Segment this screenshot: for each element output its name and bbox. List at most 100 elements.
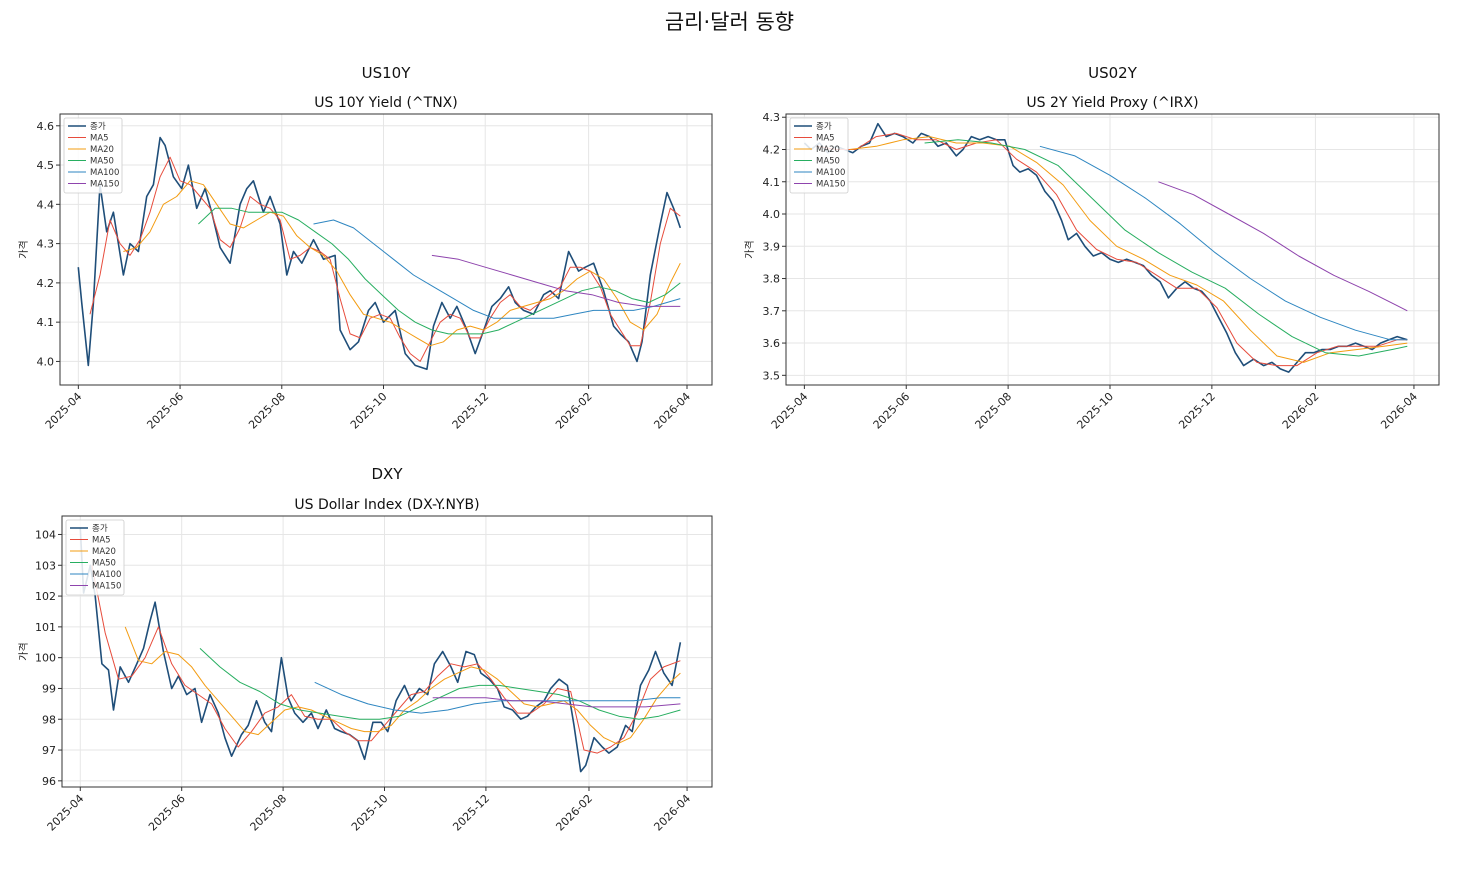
legend-box: [65, 519, 125, 596]
y-tick-label: 3.9: [763, 240, 781, 253]
x-tick-label: 2025-08: [246, 390, 288, 432]
series-line-ma150: [431, 254, 681, 307]
series-line-close: [79, 528, 682, 773]
y-tick-label: 103: [35, 559, 56, 572]
chart-title: US 10Y Yield (^TNX): [314, 95, 457, 111]
y-tick-label: 98: [42, 713, 56, 726]
x-tick-label: 2026-02: [553, 390, 595, 432]
legend-label: MA20: [816, 145, 840, 155]
x-tick-label: 2025-06: [146, 792, 188, 834]
legend-box: [63, 117, 123, 194]
y-tick-label: 4.2: [763, 143, 781, 156]
y-tick-label: 3.5: [763, 369, 781, 382]
legend-label: 종가: [816, 122, 832, 132]
legend-label: MA50: [816, 157, 840, 167]
plot-frame: [59, 113, 713, 386]
y-tick-label: 102: [35, 590, 56, 603]
y-tick-label: 104: [35, 528, 56, 541]
x-tick-label: 2025-12: [450, 792, 492, 834]
y-tick-label: 4.0: [37, 355, 55, 368]
series-line-ma5: [89, 156, 681, 362]
y-axis-label: 가격: [17, 240, 30, 258]
series-line-ma150: [432, 697, 681, 708]
y-tick-label: 96: [42, 775, 56, 788]
y-tick-label: 100: [35, 652, 56, 665]
x-tick-label: 2026-02: [553, 792, 595, 834]
x-tick-label: 2026-04: [651, 390, 693, 432]
y-tick-label: 4.4: [37, 198, 55, 211]
series-line-ma20: [123, 180, 681, 347]
plot-frame: [61, 515, 713, 788]
x-tick-label: 2025-10: [348, 390, 390, 432]
series-line-ma50: [198, 207, 681, 335]
y-tick-label: 4.3: [763, 111, 781, 124]
chart-2: US02Y US 2Y Yield Proxy (^IRX) 3.5 3.6 3.7 3.…: [743, 64, 1440, 432]
legend-label: MA150: [92, 582, 121, 592]
chart-suptitle: US10Y: [362, 64, 412, 82]
y-axis-label: 가격: [17, 642, 30, 660]
chart-1: US10Y US 10Y Yield (^TNX) 4.0 4.1 4.2 4.3 4.4 4…: [17, 64, 713, 432]
legend-box: [789, 117, 849, 194]
series-line-ma50: [199, 648, 681, 720]
x-tick-label: 2025-06: [871, 390, 913, 432]
plot-frame: [785, 113, 1440, 386]
series-line-ma100: [313, 219, 681, 319]
series-line-ma50: [924, 139, 1408, 357]
series-line-ma100: [1039, 145, 1408, 341]
legend-label: MA100: [90, 168, 119, 178]
y-tick-label: 97: [42, 744, 56, 757]
series-line-close: [77, 136, 682, 371]
y-tick-label: 4.1: [37, 316, 55, 329]
x-tick-label: 2025-04: [45, 792, 87, 834]
series-line-ma20: [124, 626, 681, 745]
y-tick-label: 4.0: [763, 208, 781, 221]
y-tick-label: 3.8: [763, 273, 781, 286]
legend-label: MA100: [92, 570, 121, 580]
series-line-ma150: [1158, 181, 1408, 312]
y-tick-label: 4.6: [37, 120, 55, 133]
x-tick-label: 2025-08: [248, 792, 290, 834]
legend-label: MA100: [816, 168, 845, 178]
y-tick-label: 4.3: [37, 238, 55, 251]
series-line-ma20: [849, 136, 1408, 363]
x-tick-label: 2026-04: [651, 792, 693, 834]
series-line-close: [803, 122, 1408, 373]
legend-label: MA150: [816, 180, 845, 190]
legend-label: MA5: [92, 536, 111, 546]
x-tick-label: 2025-04: [769, 390, 811, 432]
legend-label: 종가: [90, 122, 106, 132]
series-line-ma100: [314, 681, 681, 714]
y-tick-label: 99: [42, 682, 56, 695]
x-tick-label: 2025-12: [1176, 390, 1218, 432]
series-line-ma5: [816, 132, 1408, 367]
x-tick-label: 2025-08: [973, 390, 1015, 432]
legend-label: MA5: [90, 134, 109, 144]
legend-label: MA5: [816, 134, 835, 144]
chart-title: US Dollar Index (DX-Y.NYB): [294, 497, 479, 513]
x-tick-label: 2025-12: [450, 390, 492, 432]
y-tick-label: 4.2: [37, 277, 55, 290]
legend-label: MA20: [92, 547, 116, 557]
y-tick-label: 4.5: [37, 159, 55, 172]
y-tick-label: 3.6: [763, 337, 781, 350]
legend-label: MA20: [90, 145, 114, 155]
page-title: 금리·달러 동향: [664, 10, 795, 34]
legend-label: MA150: [90, 180, 119, 190]
x-tick-label: 2026-02: [1280, 390, 1322, 432]
legend-label: MA50: [90, 157, 114, 167]
y-axis-label: 가격: [743, 240, 756, 258]
chart-title: US 2Y Yield Proxy (^IRX): [1026, 95, 1198, 111]
x-tick-label: 2026-04: [1378, 390, 1420, 432]
x-tick-label: 2025-04: [43, 390, 85, 432]
y-tick-label: 3.7: [763, 305, 781, 318]
chart-suptitle: US02Y: [1088, 64, 1138, 82]
x-tick-label: 2025-06: [144, 390, 186, 432]
y-tick-label: 101: [35, 621, 56, 634]
chart-3: DXY US Dollar Index (DX-Y.NYB) 96 97 98 99 100…: [17, 465, 713, 834]
legend-label: MA50: [92, 559, 116, 569]
x-tick-label: 2025-10: [349, 792, 391, 834]
y-tick-label: 4.1: [763, 176, 781, 189]
